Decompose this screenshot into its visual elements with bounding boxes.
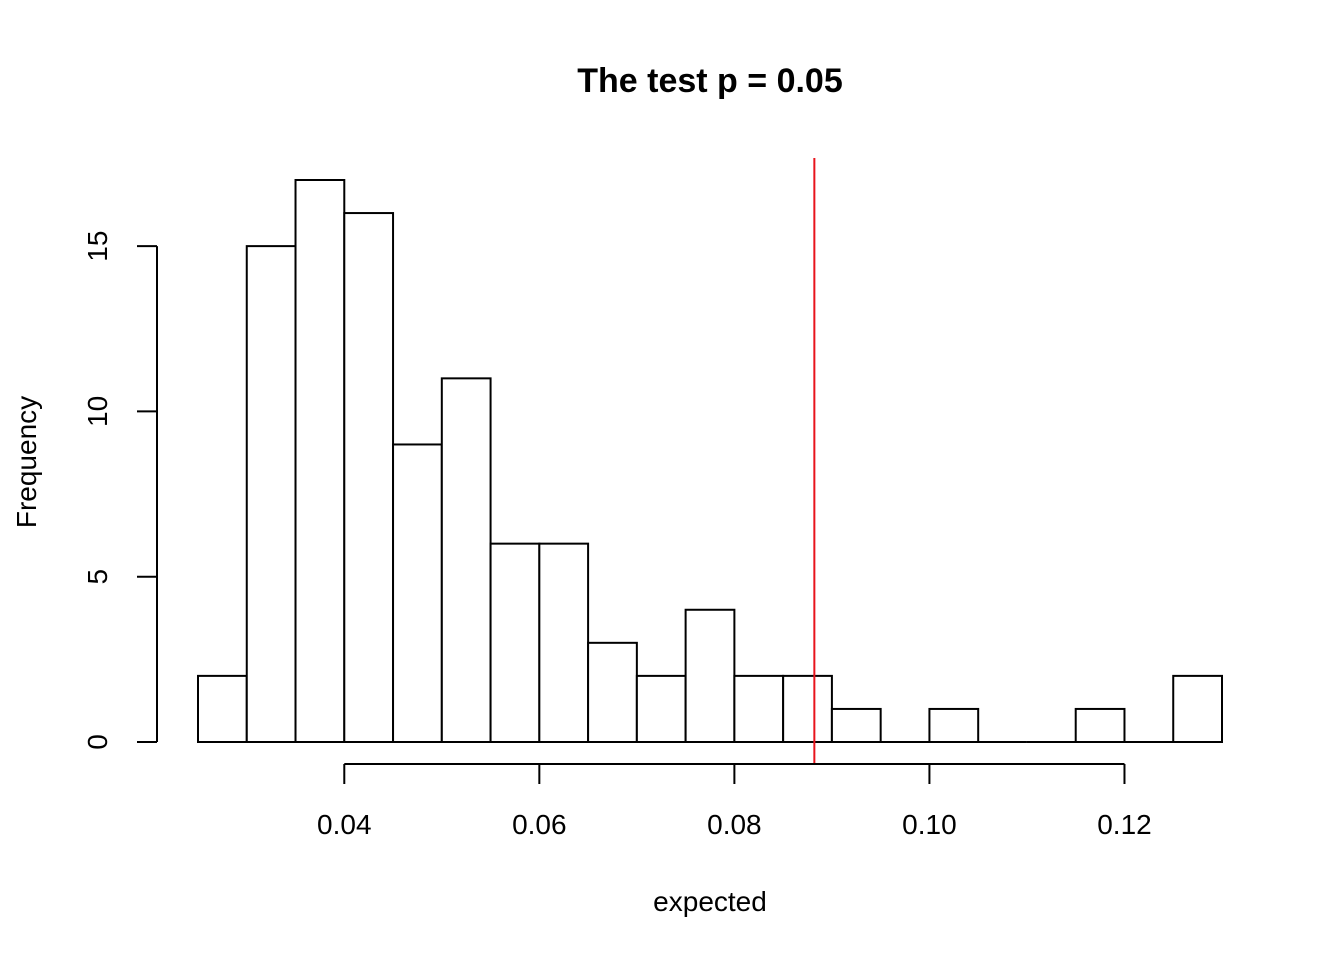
x-tick-label: 0.10 (902, 809, 957, 840)
y-tick-label: 10 (82, 396, 113, 427)
histogram-bar (830, 707, 882, 743)
histogram-bar (782, 674, 833, 743)
histogram-bar (1074, 707, 1126, 743)
chart-title: The test p = 0.05 (577, 62, 843, 100)
histogram-bar (245, 245, 297, 743)
y-axis: 0 5 10 15 (82, 231, 158, 750)
y-tick-label: 15 (82, 231, 113, 262)
x-axis: 0.04 0.06 0.08 0.10 0.12 (317, 763, 1152, 840)
x-tick-label: 0.04 (317, 809, 372, 840)
histogram-bar (587, 641, 638, 744)
x-tick-label: 0.12 (1097, 809, 1152, 840)
x-tick-label: 0.06 (512, 809, 567, 840)
y-tick-label: 0 (82, 734, 113, 750)
histogram-bar (684, 608, 736, 743)
x-tick-label: 0.08 (707, 809, 762, 840)
histogram-bar (635, 674, 687, 743)
x-axis-label: expected (653, 886, 767, 917)
histogram-bar (733, 674, 785, 743)
y-tick-label: 5 (82, 569, 113, 585)
histogram-bar (294, 179, 346, 743)
histogram-bar (489, 542, 541, 743)
y-axis-label: Frequency (11, 396, 42, 528)
bars-group (197, 179, 1223, 744)
histogram-bar (538, 542, 590, 743)
histogram-bar (197, 674, 248, 743)
histogram-bar (343, 212, 395, 743)
histogram-bar (1172, 674, 1223, 743)
histogram-bar (928, 707, 980, 743)
histogram-bar (440, 377, 492, 743)
histogram-bar (392, 443, 443, 743)
